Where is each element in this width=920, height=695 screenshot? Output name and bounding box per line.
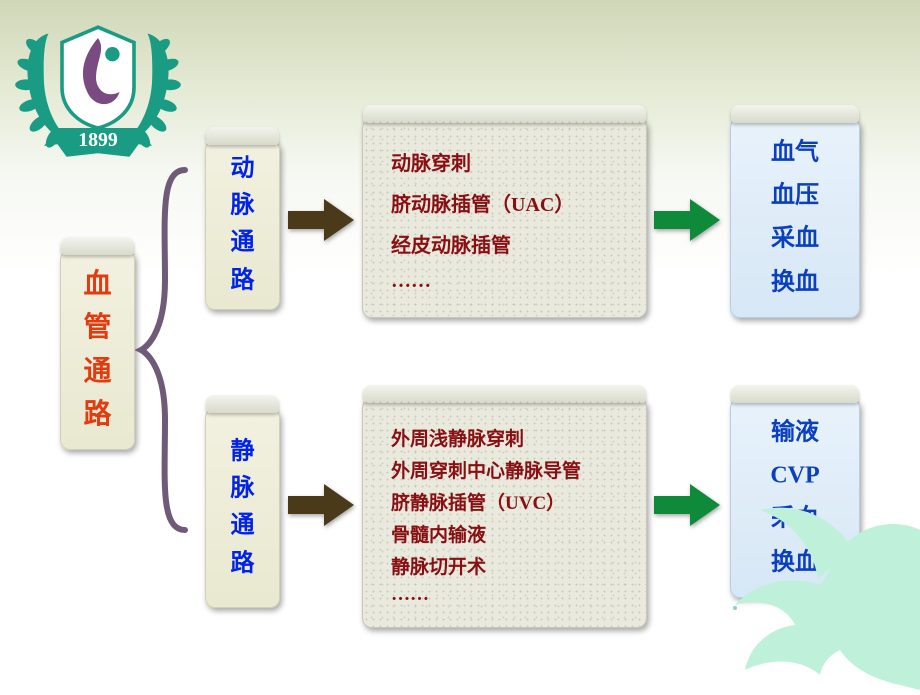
m1-3: 骨髓内输液 xyxy=(391,520,626,547)
b0-ch0: 动 xyxy=(231,151,255,188)
b1-ch1: 脉 xyxy=(231,471,255,508)
b0-ch1: 脉 xyxy=(231,188,255,225)
u1-2: 采血 xyxy=(771,498,819,541)
b1-ch3: 路 xyxy=(231,545,255,582)
arrow-1-icon xyxy=(286,195,356,245)
root-tile: 血 管 通 路 xyxy=(60,250,135,450)
branch-bottom-tile: 静 脉 通 路 xyxy=(205,408,280,608)
b0-ch2: 通 xyxy=(231,225,255,262)
b1-ch0: 静 xyxy=(231,434,255,471)
m1-5: …… xyxy=(391,584,626,606)
m0-2: 经皮动脉插管 xyxy=(391,229,626,258)
m1-4: 静脉切开术 xyxy=(391,552,626,579)
root-ch1: 血 xyxy=(83,263,111,306)
u0-0: 血气 xyxy=(771,132,819,175)
methods-top-tile: 动脉穿刺 脐动脉插管（UAC） 经皮动脉插管 …… xyxy=(362,118,647,318)
brace-icon xyxy=(135,160,195,540)
arrow-3-icon xyxy=(286,480,356,530)
u1-3: 换血 xyxy=(771,541,819,584)
u1-0: 输液 xyxy=(771,412,819,455)
methods-bottom-tile: 外周浅静脉穿刺 外周穿刺中心静脉导管 脐静脉插管（UVC） 骨髓内输液 静脉切开… xyxy=(362,398,647,628)
u0-3: 换血 xyxy=(771,261,819,304)
b0-ch3: 路 xyxy=(231,262,255,299)
hospital-logo: 1899 xyxy=(8,2,188,182)
root-ch4: 路 xyxy=(83,393,111,436)
m1-1: 外周穿刺中心静脉导管 xyxy=(391,456,626,483)
root-ch3: 通 xyxy=(83,350,111,393)
arrow-4-icon xyxy=(652,480,722,530)
m0-3: …… xyxy=(391,270,626,293)
m0-1: 脐动脉插管（UAC） xyxy=(391,188,626,217)
u0-2: 采血 xyxy=(771,218,819,261)
root-ch2: 管 xyxy=(83,307,111,350)
uses-bottom-tile: 输液 CVP 采血 换血 xyxy=(730,398,860,598)
branch-top-tile: 动 脉 通 路 xyxy=(205,140,280,310)
logo-year: 1899 xyxy=(78,129,118,151)
m0-0: 动脉穿刺 xyxy=(391,147,626,176)
u0-1: 血压 xyxy=(771,175,819,218)
b1-ch2: 通 xyxy=(231,508,255,545)
u1-1: CVP xyxy=(770,455,819,498)
uses-top-tile: 血气 血压 采血 换血 xyxy=(730,118,860,318)
arrow-2-icon xyxy=(652,195,722,245)
m1-2: 脐静脉插管（UVC） xyxy=(391,488,626,515)
m1-0: 外周浅静脉穿刺 xyxy=(391,424,626,451)
